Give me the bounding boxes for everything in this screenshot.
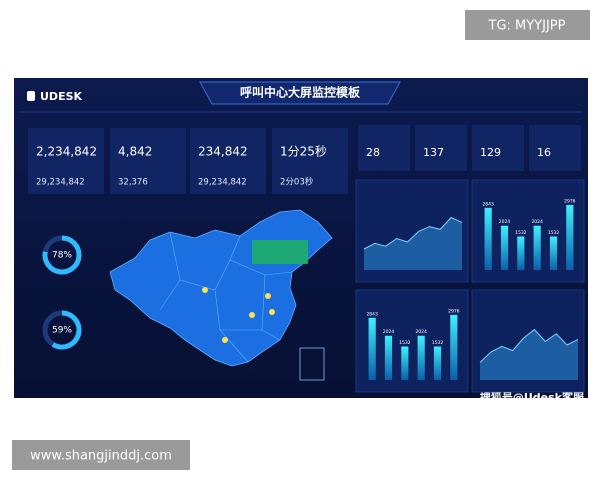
bar-label: 1532: [399, 340, 411, 346]
bar-label: 2024: [531, 219, 543, 225]
stat-sub-value: 32,376: [118, 178, 148, 188]
map-point: [249, 312, 255, 318]
stat-value: 4,842: [118, 145, 152, 159]
line: [479, 328, 579, 363]
gauge-label: 78%: [52, 251, 72, 261]
counter-card: [415, 125, 467, 171]
bar: [417, 335, 425, 380]
watermark-source: 搜狐号@Udesk客服: [480, 390, 585, 404]
stat-sub-value: 29,234,842: [198, 178, 247, 188]
bar: [500, 225, 509, 270]
counter-value: 28: [366, 146, 380, 159]
counter-card: [529, 125, 581, 171]
bar: [566, 204, 574, 270]
bar-label: 2976: [564, 198, 576, 204]
watermark-box: [465, 10, 590, 40]
gauge-label: 59%: [52, 326, 72, 336]
bar: [533, 225, 541, 270]
bar-label: 1532: [432, 340, 444, 346]
province-lines: [159, 231, 293, 363]
bar-label: 2024: [383, 329, 395, 335]
bar: [484, 207, 492, 270]
bar-label: 2024: [415, 329, 427, 335]
bar: [368, 317, 376, 380]
map-point: [222, 337, 228, 343]
title-banner: [199, 81, 401, 105]
bar-label: 2024: [499, 219, 511, 225]
bar: [549, 236, 558, 270]
bar-label: 1532: [515, 230, 527, 236]
area: [364, 217, 462, 270]
bar: [433, 346, 442, 380]
stat-value: 2,234,842: [36, 145, 97, 159]
stat-value: 234,842: [198, 145, 248, 159]
map-inset: [299, 347, 325, 381]
bar: [384, 335, 393, 380]
bar: [517, 236, 525, 270]
stat-card: [272, 128, 348, 194]
area: [480, 329, 578, 380]
stat-card: [28, 128, 104, 194]
watermark-top: TG: MYYJJPP: [488, 19, 566, 34]
stat-card: [110, 128, 186, 194]
map-point: [202, 287, 208, 293]
counter-value: 137: [423, 146, 444, 159]
stat-sub-value: 29,234,842: [36, 178, 85, 188]
dashboard-title: 呼叫中心大屏监控模板: [240, 85, 361, 100]
map-tooltip: [252, 240, 308, 264]
map-point: [269, 309, 275, 315]
bar: [450, 314, 458, 380]
counter-card: [358, 125, 410, 171]
bar-label: 2843: [366, 311, 378, 317]
map-point: [265, 293, 271, 299]
counter-value: 129: [480, 146, 501, 159]
line: [363, 216, 463, 250]
watermark-box: [12, 440, 190, 470]
bar-label: 2843: [482, 201, 494, 207]
brand: UDESK: [40, 90, 82, 103]
watermark-bottom: www.shangjinddj.com: [30, 449, 172, 464]
bar-label: 1532: [548, 230, 560, 236]
stat-value: 1分25秒: [280, 145, 327, 159]
stat-card: [190, 128, 266, 194]
bar-label: 2976: [448, 308, 460, 314]
stat-sub-value: 2分03秒: [280, 177, 314, 188]
counter-value: 16: [537, 146, 551, 159]
map: [109, 209, 333, 381]
bar: [401, 346, 409, 380]
gauge-arc: [42, 235, 82, 275]
brand-logo: [27, 91, 35, 101]
gauge-arc: [51, 310, 82, 350]
counter-card: [472, 125, 524, 171]
